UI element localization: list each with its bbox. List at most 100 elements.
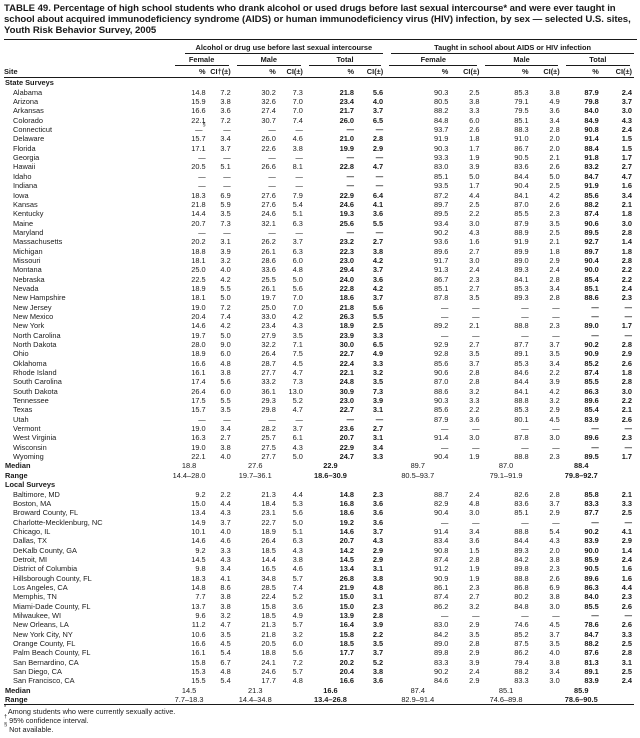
value-cell: 4.7 [372, 162, 384, 172]
value-cell: — [591, 517, 599, 527]
subgroup-header-row: Female Male Total Female Male Total [4, 54, 634, 67]
value-cell: 15.0 [191, 498, 206, 508]
value-cell: 22.7 [339, 405, 355, 415]
value-cell: 92.9 [433, 340, 449, 350]
value-cell: 3.6 [220, 106, 231, 116]
value-cell: 20.7 [339, 536, 355, 546]
value-cell: 84.7 [584, 629, 599, 639]
value-cell: 6.9 [549, 582, 560, 592]
value-cell: 90.0 [584, 265, 599, 275]
value-cell: 91.8 [584, 153, 599, 163]
value-cell: 21.8 [339, 87, 355, 97]
value-cell: 5.5 [220, 283, 231, 293]
not-available-marker: § [202, 122, 206, 129]
value-cell: 14.4 [191, 209, 206, 219]
value-cell: 2.5 [621, 639, 632, 649]
value-cell: 28.0 [191, 340, 206, 350]
value-cell: — [268, 227, 276, 237]
table-row: Orange County, FL 16.6 4.5 20.5 6.0 18.5 3.5 89… [4, 639, 634, 648]
value-cell: 90.3 [433, 143, 449, 153]
value-cell: 2.2 [549, 368, 560, 378]
value-cell: 20.2 [191, 237, 206, 247]
value-cell: 26.1 [261, 283, 276, 293]
table-row: Ohio 18.9 6.0 26.4 7.5 22.7 4.9 92.8 3.5 89.1 3.5 9… [4, 349, 634, 358]
value-cell: 89.3 [514, 265, 529, 275]
value-cell: 3.1 [372, 405, 384, 415]
median-value: 18.8 [181, 461, 197, 471]
value-cell: 1.8 [621, 246, 632, 256]
value-cell: 88.9 [514, 227, 529, 237]
pct-header: % [385, 66, 451, 79]
value-cell: 85.2 [584, 358, 599, 368]
value-cell: 86.3 [584, 582, 599, 592]
data-table: Alcohol or drug use before last sexual i… [4, 42, 634, 706]
value-cell: 89.0 [433, 639, 449, 649]
value-cell: 7.3 [372, 386, 384, 396]
value-cell: — [552, 330, 560, 340]
site-cell: Baltimore, MD [13, 489, 60, 499]
value-cell: 4.0 [549, 648, 560, 658]
value-cell: 23.4 [261, 321, 276, 331]
value-cell: 24.8 [339, 377, 355, 387]
empty-ci-cell [601, 686, 634, 695]
value-cell: 3.3 [469, 396, 480, 406]
table-row: Missouri 18.1 3.2 28.6 6.0 23.0 4.2 91.7 3.0 89.0… [4, 256, 634, 265]
value-cell: 18.6 [339, 508, 355, 518]
value-cell: — [346, 171, 355, 181]
table-row: New York City, NY 10.6 3.5 21.8 3.2 15.8 2.2 84… [4, 630, 634, 639]
value-cell: 18.1 [191, 293, 206, 303]
value-cell: 2.7 [372, 424, 384, 434]
value-cell: 78.6 [584, 620, 599, 630]
table-row: Georgia — — — — — — 93.3 1.9 90.5 2.1 91.8 1.7 [4, 153, 634, 162]
value-cell: 74.6 [514, 620, 529, 630]
value-cell: 89.6 [584, 433, 599, 443]
value-cell: 84.1 [514, 190, 529, 200]
median-value: 22.9 [323, 461, 338, 471]
value-cell: 17.7 [339, 648, 355, 658]
table-row: North Dakota 28.0 9.0 32.2 7.1 30.0 6.5 92.9 2.7… [4, 340, 634, 349]
value-cell: 1.8 [621, 209, 632, 219]
value-cell: 2.8 [372, 134, 384, 144]
value-cell: 85.2 [514, 629, 529, 639]
value-cell: 3.0 [469, 508, 480, 518]
value-cell: 16.6 [339, 676, 355, 686]
value-cell: 23.9 [339, 330, 355, 340]
table-row: Colorado 22.1 7.2 30.7 7.4 26.0 6.5 84.8 6.0 85.1… [4, 116, 634, 125]
table-row: Chicago, IL 10.1 4.0 18.9 5.1 14.6 3.7 91.4 3.4 8… [4, 527, 634, 536]
site-cell: New York City, NY [13, 629, 73, 639]
value-cell: 3.6 [372, 274, 384, 284]
value-cell: 7.2 [220, 87, 231, 97]
value-cell: 2.0 [549, 134, 560, 144]
table-row: Tennessee 17.5 5.5 29.3 5.2 23.0 3.9 90.3 3.3 88.… [4, 396, 634, 405]
value-cell: 14.5 [191, 554, 206, 564]
value-cell: — [472, 442, 480, 452]
value-cell: 5.2 [292, 592, 303, 602]
table-row: Delaware 15.7 3.4 26.0 4.6 21.0 2.8 91.9 1.8 91.0… [4, 134, 634, 143]
empty-ci-cell [208, 471, 233, 480]
value-cell: 21.8 [191, 199, 206, 209]
value-cell: 4.8 [220, 358, 231, 368]
value-cell: — [440, 311, 449, 321]
value-cell: 3.0 [621, 386, 632, 396]
value-cell: 5.5 [372, 311, 384, 321]
range-value: 14.4–28.0 [172, 470, 206, 480]
value-cell: 89.8 [514, 564, 529, 574]
footnote-not-available: § Not available. [4, 722, 54, 735]
empty-ci-cell [450, 686, 481, 695]
value-cell: — [268, 125, 276, 135]
value-cell: 15.0 [339, 601, 355, 611]
value-cell: — [198, 181, 206, 191]
range-label: Range [5, 470, 28, 480]
value-cell: 90.6 [433, 368, 449, 378]
value-cell: 6.0 [469, 115, 480, 125]
value-cell: — [440, 330, 449, 340]
value-cell: 3.4 [220, 424, 231, 434]
value-cell: 88.8 [514, 396, 529, 406]
value-cell: 2.8 [621, 255, 632, 265]
value-cell: 20.5 [191, 162, 206, 172]
empty-ci-cell [600, 695, 634, 706]
empty-ci-cell [356, 461, 385, 470]
value-cell: 16.1 [191, 648, 206, 658]
value-cell: — [440, 442, 449, 452]
value-cell: 87.0 [433, 377, 449, 387]
